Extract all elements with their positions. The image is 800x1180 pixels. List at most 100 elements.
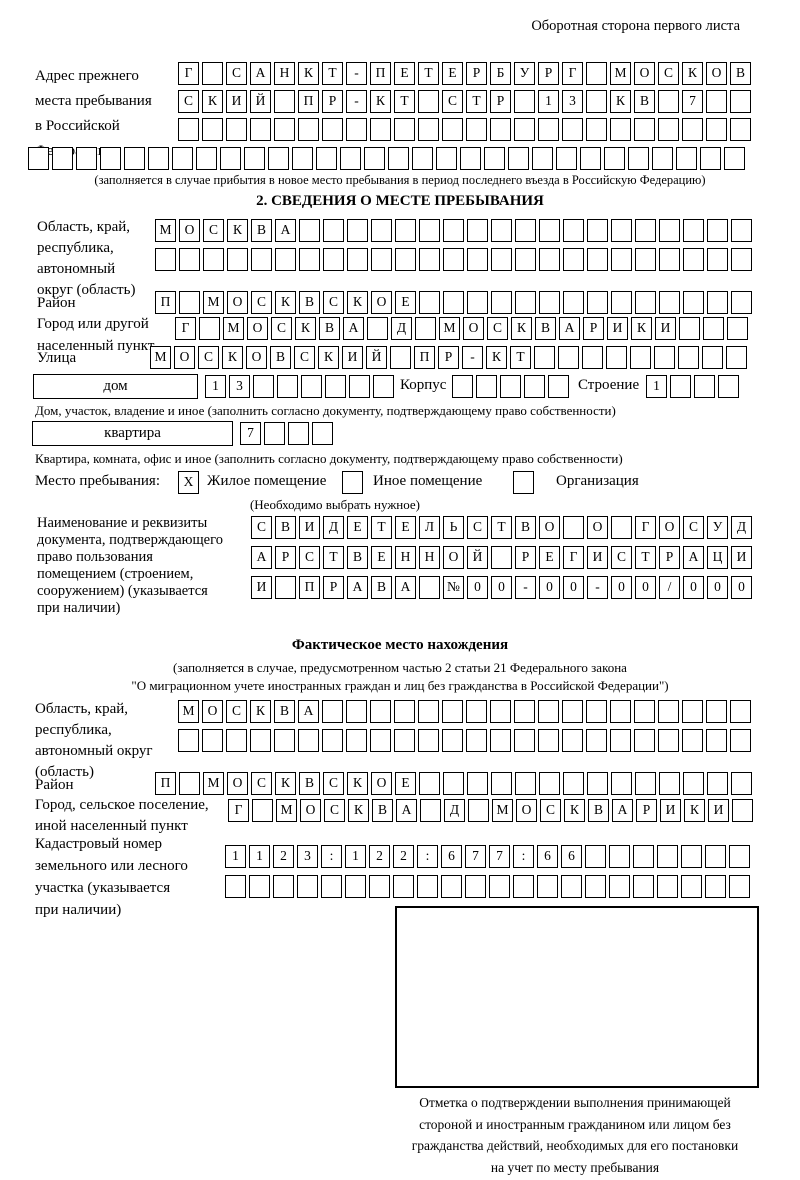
- char-box: О: [634, 62, 655, 85]
- char-box: [100, 147, 121, 170]
- char-box: [707, 291, 728, 314]
- char-box: Е: [442, 62, 463, 85]
- char-box: 1: [205, 375, 226, 398]
- apartment-number-row: 7: [240, 422, 336, 445]
- char-box: [587, 772, 608, 795]
- char-box: [610, 118, 631, 141]
- char-box: [297, 875, 318, 898]
- char-box: [683, 219, 704, 242]
- char-box: М: [150, 346, 171, 369]
- char-box: [253, 375, 274, 398]
- char-box: Р: [323, 576, 344, 599]
- korpus-label: Корпус: [400, 377, 447, 393]
- char-box: [179, 291, 200, 314]
- char-box: [418, 90, 439, 113]
- char-box: [732, 799, 753, 822]
- char-box: [676, 147, 697, 170]
- char-box: [225, 875, 246, 898]
- char-box: [730, 90, 751, 113]
- char-box: О: [300, 799, 321, 822]
- char-box: [558, 346, 579, 369]
- char-box: К: [295, 317, 316, 340]
- char-box: В: [634, 90, 655, 113]
- char-box: [587, 219, 608, 242]
- char-box: [556, 147, 577, 170]
- char-box: №: [443, 576, 464, 599]
- char-box: [634, 729, 655, 752]
- char-box: /: [659, 576, 680, 599]
- char-box: О: [174, 346, 195, 369]
- char-box: А: [683, 546, 704, 569]
- char-box: И: [607, 317, 628, 340]
- char-box: Е: [395, 516, 416, 539]
- char-box: [654, 346, 675, 369]
- char-box: [534, 346, 555, 369]
- option-residential-label: Жилое помещение: [207, 473, 327, 489]
- actual-location-title: Фактическое место нахождения: [291, 637, 509, 653]
- char-box: О: [516, 799, 537, 822]
- char-box: 1: [225, 845, 246, 868]
- char-box: [393, 875, 414, 898]
- char-box: [367, 317, 388, 340]
- char-box: [683, 291, 704, 314]
- char-box: А: [395, 576, 416, 599]
- stay-type-note: (Необходимо выбрать нужное): [249, 497, 421, 512]
- char-box: О: [539, 516, 560, 539]
- char-box: Г: [175, 317, 196, 340]
- char-box: [586, 90, 607, 113]
- char-box: [514, 118, 535, 141]
- char-box: М: [178, 700, 199, 723]
- label-line: иной населенный пункт: [35, 818, 188, 834]
- char-box: М: [610, 62, 631, 85]
- char-box: Т: [466, 90, 487, 113]
- char-box: С: [323, 772, 344, 795]
- char-box: [515, 219, 536, 242]
- char-box: [419, 248, 440, 271]
- char-box: [563, 248, 584, 271]
- char-box: С: [540, 799, 561, 822]
- char-box: Д: [731, 516, 752, 539]
- char-box: [562, 700, 583, 723]
- checkbox-other-premises: [342, 471, 363, 494]
- char-box: [538, 729, 559, 752]
- char-box: [415, 317, 436, 340]
- actual-region-row-2: [178, 729, 754, 752]
- char-box: [274, 729, 295, 752]
- char-box: И: [660, 799, 681, 822]
- char-box: [679, 317, 700, 340]
- char-box: [390, 346, 411, 369]
- char-box: [730, 118, 751, 141]
- char-box: [468, 799, 489, 822]
- char-box: К: [511, 317, 532, 340]
- char-box: [491, 248, 512, 271]
- char-box: [274, 90, 295, 113]
- char-box: [731, 248, 752, 271]
- char-box: [539, 219, 560, 242]
- char-box: К: [348, 799, 369, 822]
- char-box: [203, 248, 224, 271]
- char-box: К: [318, 346, 339, 369]
- char-box: [312, 422, 333, 445]
- char-box: [418, 700, 439, 723]
- char-box: 0: [611, 576, 632, 599]
- char-box: Р: [636, 799, 657, 822]
- char-box: А: [298, 700, 319, 723]
- option-organization-label: Организация: [556, 473, 639, 489]
- char-box: 1: [249, 845, 270, 868]
- char-box: С: [467, 516, 488, 539]
- char-box: :: [321, 845, 342, 868]
- char-box: Е: [539, 546, 560, 569]
- char-box: [275, 576, 296, 599]
- char-box: 1: [538, 90, 559, 113]
- char-box: [28, 147, 49, 170]
- char-box: [349, 375, 370, 398]
- char-box: [659, 248, 680, 271]
- char-box: [484, 147, 505, 170]
- label-line: Область, край,: [37, 219, 131, 235]
- char-box: -: [346, 62, 367, 85]
